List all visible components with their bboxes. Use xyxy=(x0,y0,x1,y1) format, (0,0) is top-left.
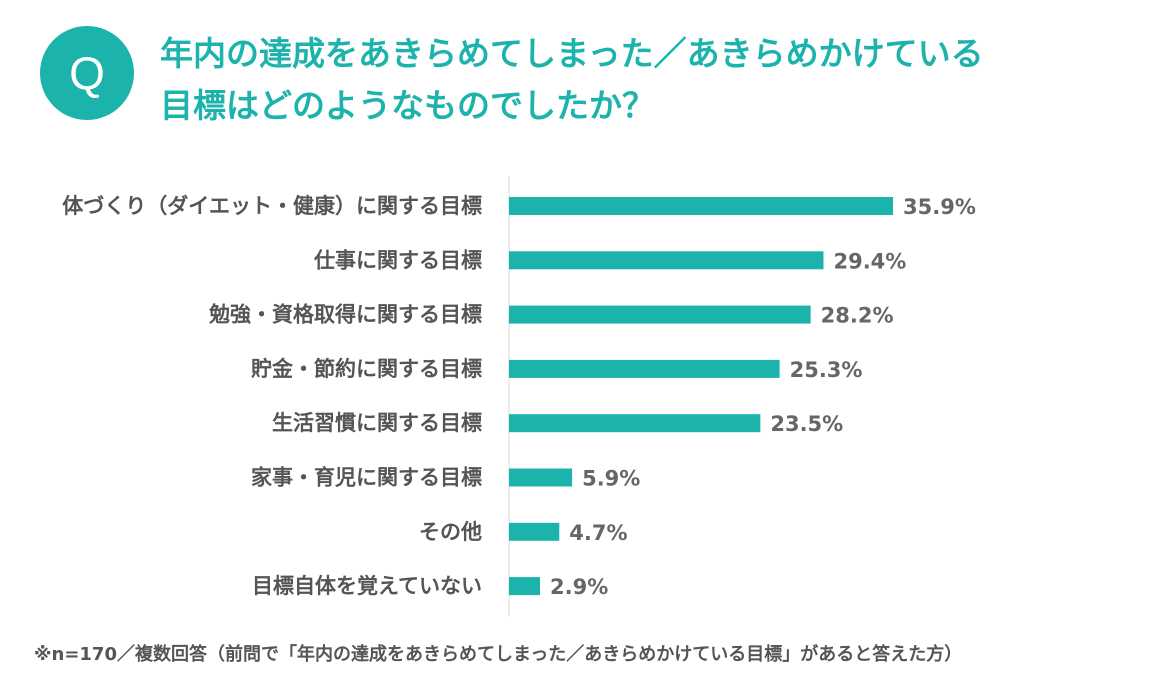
category-label: 貯金・節約に関する目標 xyxy=(251,357,482,381)
bar xyxy=(509,359,780,378)
value-label: 35.9% xyxy=(903,195,976,219)
value-label: 5.9% xyxy=(582,467,640,491)
value-label: 25.3% xyxy=(790,358,863,382)
chart-title-line-2: 目標はどのようなものでしたか？ xyxy=(160,86,655,125)
category-label: 勉強・資格取得に関する目標 xyxy=(208,303,482,327)
category-label: 仕事に関する目標 xyxy=(313,248,482,272)
category-label: 生活習慣に関する目標 xyxy=(272,411,482,435)
chart-title: 年内の達成をあきらめてしまった／あきらめかけている 目標はどのようなものでしたか… xyxy=(160,28,1120,132)
category-label: 体づくり（ダイエット・健康）に関する目標 xyxy=(62,194,482,218)
value-label: 28.2% xyxy=(821,304,894,328)
footnote: ※n=170／複数回答（前問で「年内の達成をあきらめてしまった／あきらめかけてい… xyxy=(34,644,963,665)
value-label: 4.7% xyxy=(569,521,627,545)
value-label: 2.9% xyxy=(550,575,608,599)
bar xyxy=(509,197,893,215)
bar xyxy=(509,577,541,596)
question-badge: Q xyxy=(40,26,134,120)
category-label: 家事・育児に関する目標 xyxy=(251,466,482,490)
chart-title-line-1: 年内の達成をあきらめてしまった／あきらめかけている xyxy=(160,34,984,73)
bar xyxy=(509,522,560,541)
bars-group: 体づくり（ダイエット・健康）に関する目標 35.9% 仕事に関する目標 29.4% 勉強… xyxy=(62,194,976,599)
category-label: その他 xyxy=(419,520,482,544)
bar xyxy=(509,414,761,433)
category-label: 目標自体を覚えていない xyxy=(252,574,482,598)
value-label: 29.4% xyxy=(833,249,906,273)
bar xyxy=(509,251,824,270)
bar xyxy=(509,305,811,324)
value-label: 23.5% xyxy=(770,412,843,436)
bar xyxy=(509,468,573,487)
